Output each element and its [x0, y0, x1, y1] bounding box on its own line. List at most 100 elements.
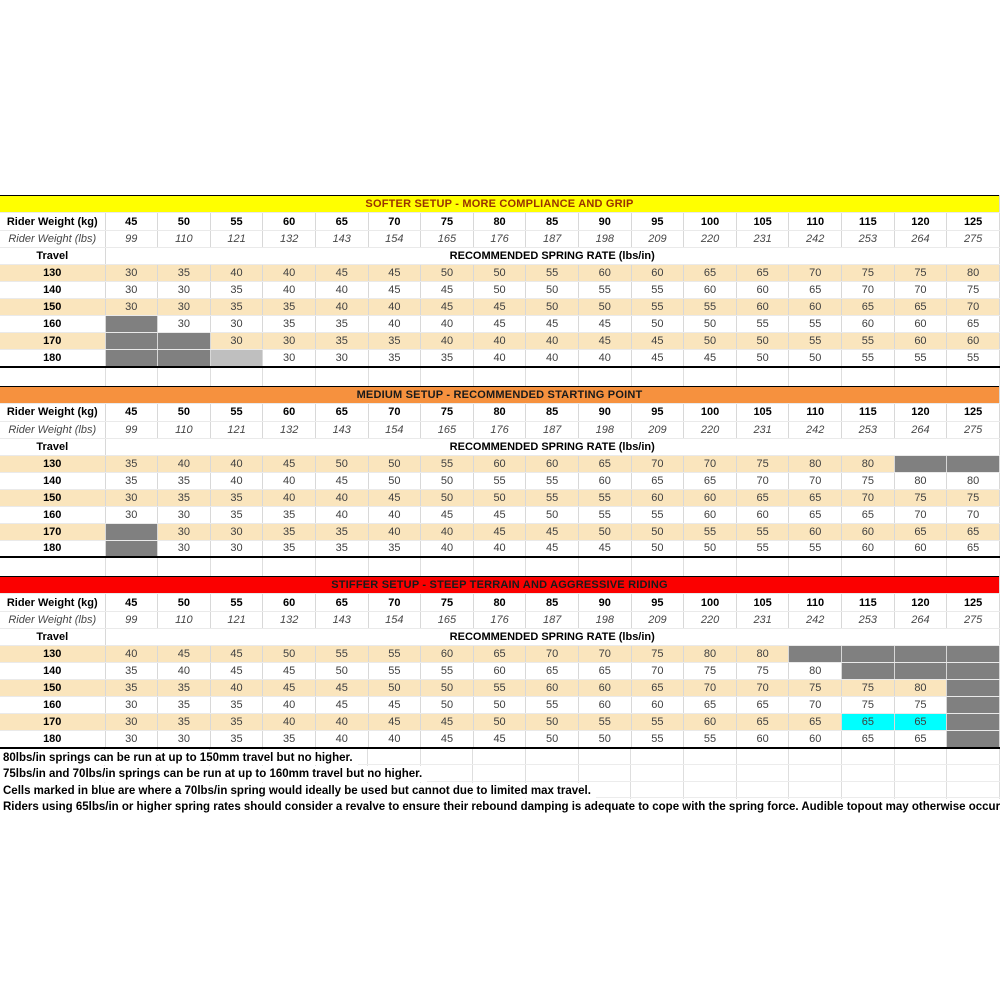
weight-kg-value: 95 [631, 212, 685, 231]
empty-cell [895, 781, 948, 797]
spring-rate-cell: 70 [683, 679, 737, 697]
spring-rate-cell: 45 [315, 264, 369, 282]
spring-rate-cell: 65 [894, 298, 948, 316]
spring-rate-cell: 50 [262, 645, 316, 663]
empty-cell [631, 748, 685, 764]
spring-rate-cell: 50 [473, 281, 527, 299]
weight-lbs-value: 143 [315, 421, 369, 439]
empty-cell [210, 558, 264, 576]
spring-rate-cell: 75 [736, 662, 790, 680]
spring-rate-cell: 30 [157, 298, 211, 316]
spring-rate-cell: 55 [631, 298, 685, 316]
spring-rate-cell: 70 [631, 455, 685, 473]
spring-rate-cell [157, 332, 211, 350]
spring-rate-cell: 30 [157, 523, 211, 541]
spring-rate-cell: 65 [578, 455, 632, 473]
section-gap [0, 367, 1000, 386]
weight-kg-value: 70 [368, 212, 422, 231]
spring-rate-cell: 55 [631, 281, 685, 299]
spring-rate-cell: 55 [631, 506, 685, 524]
spring-rate-cell [788, 645, 843, 663]
spring-rate-cell: 40 [315, 281, 369, 299]
footnote: Riders using 65lbs/in or higher spring r… [0, 798, 1000, 815]
spring-rate-cell: 75 [788, 679, 843, 697]
empty-cell [894, 367, 948, 386]
spring-rate-cell: 35 [210, 696, 264, 714]
weight-kg-value: 120 [894, 593, 948, 612]
spring-rate-cell: 40 [473, 349, 527, 368]
spring-rate-cell: 70 [946, 506, 1000, 524]
spring-rate-cell: 65 [473, 645, 527, 663]
travel-value: 140 [0, 472, 106, 490]
spring-rate-cell: 40 [262, 489, 316, 507]
spring-rate-cell: 45 [420, 298, 474, 316]
spring-rate-cell: 50 [473, 713, 527, 731]
spring-rate-cell: 65 [578, 662, 632, 680]
empty-cell [0, 558, 106, 576]
footnote-text: Riders using 65lbs/in or higher spring r… [0, 799, 1000, 815]
spring-rate-cell [946, 730, 1000, 749]
spring-rate-cell: 65 [946, 540, 1000, 558]
weight-kg-value: 55 [210, 403, 264, 422]
empty-cell [895, 748, 948, 764]
spring-rate-cell: 35 [368, 349, 422, 368]
weight-kg-value: 60 [262, 403, 316, 422]
spring-rate-cell: 50 [631, 540, 685, 558]
rider-weight-lbs-label: Rider Weight (lbs) [0, 611, 106, 629]
spring-rate-cell [946, 696, 1000, 714]
spring-rate-cell: 70 [683, 455, 737, 473]
spring-rate-cell: 55 [946, 349, 1000, 368]
empty-cell [631, 558, 685, 576]
weight-lbs-value: 121 [210, 421, 264, 439]
weight-kg-value: 70 [368, 593, 422, 612]
spring-rate-cell: 70 [736, 472, 790, 490]
spring-rate-cell: 40 [315, 506, 369, 524]
spring-rate-cell: 45 [420, 730, 474, 749]
weight-lbs-value: 253 [841, 230, 895, 248]
empty-cell [368, 367, 422, 386]
spring-rate-cell [894, 455, 948, 473]
weight-lbs-value: 99 [105, 230, 159, 248]
spring-rate-cell: 40 [210, 455, 264, 473]
weight-kg-value: 120 [894, 403, 948, 422]
spring-rate-cell: 45 [262, 455, 316, 473]
spring-rate-cell: 40 [368, 523, 422, 541]
spring-rate-cell: 65 [894, 713, 948, 731]
spring-rate-cell: 30 [105, 264, 159, 282]
travel-label: Travel [0, 628, 106, 646]
weight-lbs-value: 121 [210, 230, 264, 248]
spring-rate-cell [946, 679, 1000, 697]
weight-kg-value: 95 [631, 593, 685, 612]
spring-rate-cell: 35 [262, 315, 316, 333]
empty-cell [473, 367, 527, 386]
spring-rate-cell: 50 [788, 349, 843, 368]
spring-rate-cell [894, 662, 948, 680]
weight-lbs-value: 198 [578, 230, 632, 248]
spring-rate-cell: 50 [368, 679, 422, 697]
spring-rate-cell: 30 [210, 332, 264, 350]
spring-rate-cell: 60 [736, 730, 790, 749]
spring-rate-cell: 35 [315, 332, 369, 350]
spring-rate-cell: 60 [788, 730, 843, 749]
spring-rate-cell: 30 [210, 540, 264, 558]
spring-rate-cell: 50 [525, 281, 579, 299]
weight-lbs-value: 143 [315, 230, 369, 248]
empty-cell [315, 367, 369, 386]
spring-rate-cell: 30 [262, 349, 316, 368]
empty-cell [578, 367, 632, 386]
spring-rate-cell: 45 [420, 713, 474, 731]
rider-weight-kg-label: Rider Weight (kg) [0, 403, 106, 422]
weight-kg-value: 85 [525, 593, 579, 612]
travel-value: 160 [0, 506, 106, 524]
empty-cell [368, 748, 421, 764]
weight-kg-value: 125 [946, 403, 1000, 422]
spring-rate-cell: 40 [262, 281, 316, 299]
travel-value: 180 [0, 349, 106, 368]
spring-rate-cell: 60 [420, 645, 474, 663]
spring-rate-cell: 45 [525, 315, 579, 333]
weight-lbs-value: 209 [631, 421, 685, 439]
weight-kg-value: 50 [157, 212, 211, 231]
travel-value: 130 [0, 264, 106, 282]
spring-rate-cell: 60 [736, 506, 790, 524]
spring-rate-cell: 30 [105, 730, 159, 749]
